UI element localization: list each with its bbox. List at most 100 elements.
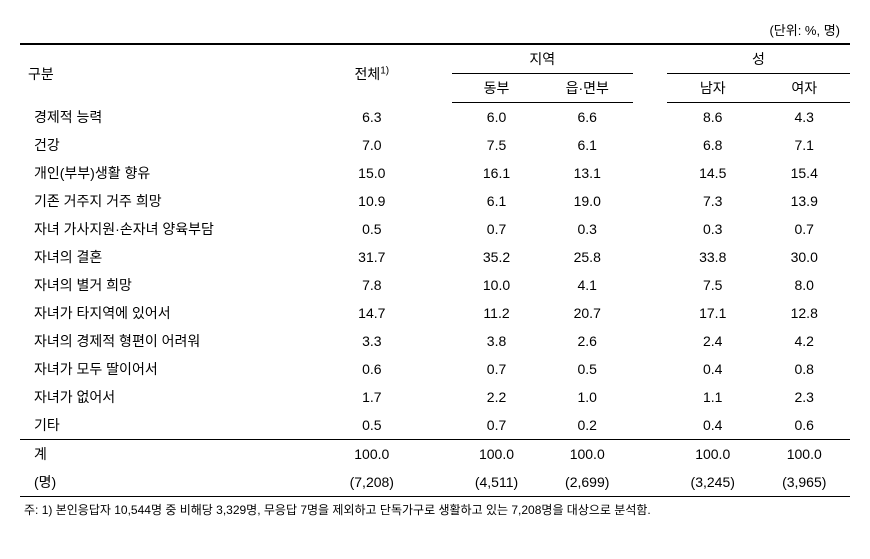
cell-male: 1.1 xyxy=(667,383,759,411)
spacer xyxy=(633,468,667,497)
table-row: 건강7.0 7.56.1 6.87.1 xyxy=(20,131,850,159)
cell-female: 7.1 xyxy=(758,131,850,159)
cell-female: 0.6 xyxy=(758,411,850,440)
cell-male: 17.1 xyxy=(667,299,759,327)
cell-female: 30.0 xyxy=(758,243,850,271)
cell-east: 6.1 xyxy=(452,187,542,215)
cell-male: 100.0 xyxy=(667,439,759,468)
spacer xyxy=(418,103,452,131)
cell-total: 7.0 xyxy=(326,131,418,159)
spacer xyxy=(418,187,452,215)
cell-male: 2.4 xyxy=(667,327,759,355)
table-row: 자녀의 별거 희망7.810.04.17.58.0 xyxy=(20,271,850,299)
cell-total: 7.8 xyxy=(326,271,418,299)
cell-female: 2.3 xyxy=(758,383,850,411)
spacer xyxy=(418,44,452,103)
cell-female: 8.0 xyxy=(758,271,850,299)
col-total-sup: 1) xyxy=(380,65,389,76)
row-label: 자녀의 별거 희망 xyxy=(20,271,326,299)
col-sex-male: 남자 xyxy=(667,74,759,103)
unit-label: (단위: %, 명) xyxy=(20,20,850,39)
cell-total: 100.0 xyxy=(326,439,418,468)
cell-east: 16.1 xyxy=(452,159,542,187)
cell-rural: 2.6 xyxy=(541,327,633,355)
cell-east: 0.7 xyxy=(452,215,542,243)
row-label: 개인(부부)생활 향유 xyxy=(20,159,326,187)
cell-east: (4,511) xyxy=(452,468,542,497)
spacer xyxy=(418,383,452,411)
cell-total: 10.9 xyxy=(326,187,418,215)
cell-east: 3.8 xyxy=(452,327,542,355)
spacer xyxy=(418,411,452,440)
row-label: 경제적 능력 xyxy=(20,103,326,131)
cell-east: 11.2 xyxy=(452,299,542,327)
row-label: 자녀의 결혼 xyxy=(20,243,326,271)
cell-rural: 6.1 xyxy=(541,131,633,159)
cell-rural: 25.8 xyxy=(541,243,633,271)
spacer xyxy=(633,383,667,411)
cell-east: 6.0 xyxy=(452,103,542,131)
table-row: 자녀가 없어서1.72.21.01.12.3 xyxy=(20,383,850,411)
col-total-text: 전체 xyxy=(354,66,380,82)
cell-female: 0.7 xyxy=(758,215,850,243)
cell-east: 2.2 xyxy=(452,383,542,411)
cell-east: 10.0 xyxy=(452,271,542,299)
table-row: (명)(7,208)(4,511)(2,699)(3,245)(3,965) xyxy=(20,468,850,497)
row-label: 자녀 가사지원·손자녀 양육부담 xyxy=(20,215,326,243)
spacer xyxy=(418,299,452,327)
spacer xyxy=(633,439,667,468)
col-region-rural: 읍·면부 xyxy=(541,74,633,103)
spacer xyxy=(633,44,667,103)
cell-male: 8.6 xyxy=(667,103,759,131)
cell-total: 0.5 xyxy=(326,411,418,440)
cell-male: 7.3 xyxy=(667,187,759,215)
spacer xyxy=(633,131,667,159)
cell-rural: 0.5 xyxy=(541,355,633,383)
row-label: 건강 xyxy=(20,131,326,159)
cell-rural: 19.0 xyxy=(541,187,633,215)
cell-female: 15.4 xyxy=(758,159,850,187)
spacer xyxy=(633,159,667,187)
table-row: 경제적 능력6.36.06.68.64.3 xyxy=(20,103,850,131)
cell-male: 14.5 xyxy=(667,159,759,187)
cell-rural: 0.2 xyxy=(541,411,633,440)
cell-female: 4.3 xyxy=(758,103,850,131)
spacer xyxy=(418,159,452,187)
cell-rural: 0.3 xyxy=(541,215,633,243)
cell-male: 0.3 xyxy=(667,215,759,243)
cell-east: 35.2 xyxy=(452,243,542,271)
cell-female: 0.8 xyxy=(758,355,850,383)
spacer xyxy=(633,355,667,383)
cell-east: 0.7 xyxy=(452,355,542,383)
spacer xyxy=(418,439,452,468)
cell-male: 33.8 xyxy=(667,243,759,271)
cell-female: 4.2 xyxy=(758,327,850,355)
table-row: 자녀 가사지원·손자녀 양육부담0.50.70.30.30.7 xyxy=(20,215,850,243)
cell-east: 0.7 xyxy=(452,411,542,440)
cell-rural: 13.1 xyxy=(541,159,633,187)
cell-total: 15.0 xyxy=(326,159,418,187)
spacer xyxy=(633,103,667,131)
spacer xyxy=(418,215,452,243)
row-label: 기존 거주지 거주 희망 xyxy=(20,187,326,215)
spacer xyxy=(418,131,452,159)
cell-total: 31.7 xyxy=(326,243,418,271)
cell-female: 12.8 xyxy=(758,299,850,327)
cell-rural: 4.1 xyxy=(541,271,633,299)
cell-total: 0.6 xyxy=(326,355,418,383)
cell-rural: 20.7 xyxy=(541,299,633,327)
spacer xyxy=(418,355,452,383)
row-label: 자녀가 모두 딸이어서 xyxy=(20,355,326,383)
cell-female: 13.9 xyxy=(758,187,850,215)
cell-female: 100.0 xyxy=(758,439,850,468)
cell-male: 6.8 xyxy=(667,131,759,159)
row-label: 기타 xyxy=(20,411,326,440)
row-label: 자녀가 없어서 xyxy=(20,383,326,411)
row-label: 자녀가 타지역에 있어서 xyxy=(20,299,326,327)
cell-total: 6.3 xyxy=(326,103,418,131)
table-row: 기타0.50.70.20.40.6 xyxy=(20,411,850,440)
cell-total: 14.7 xyxy=(326,299,418,327)
table-row: 자녀의 경제적 형편이 어려워3.33.82.62.44.2 xyxy=(20,327,850,355)
spacer xyxy=(633,187,667,215)
cell-east: 7.5 xyxy=(452,131,542,159)
